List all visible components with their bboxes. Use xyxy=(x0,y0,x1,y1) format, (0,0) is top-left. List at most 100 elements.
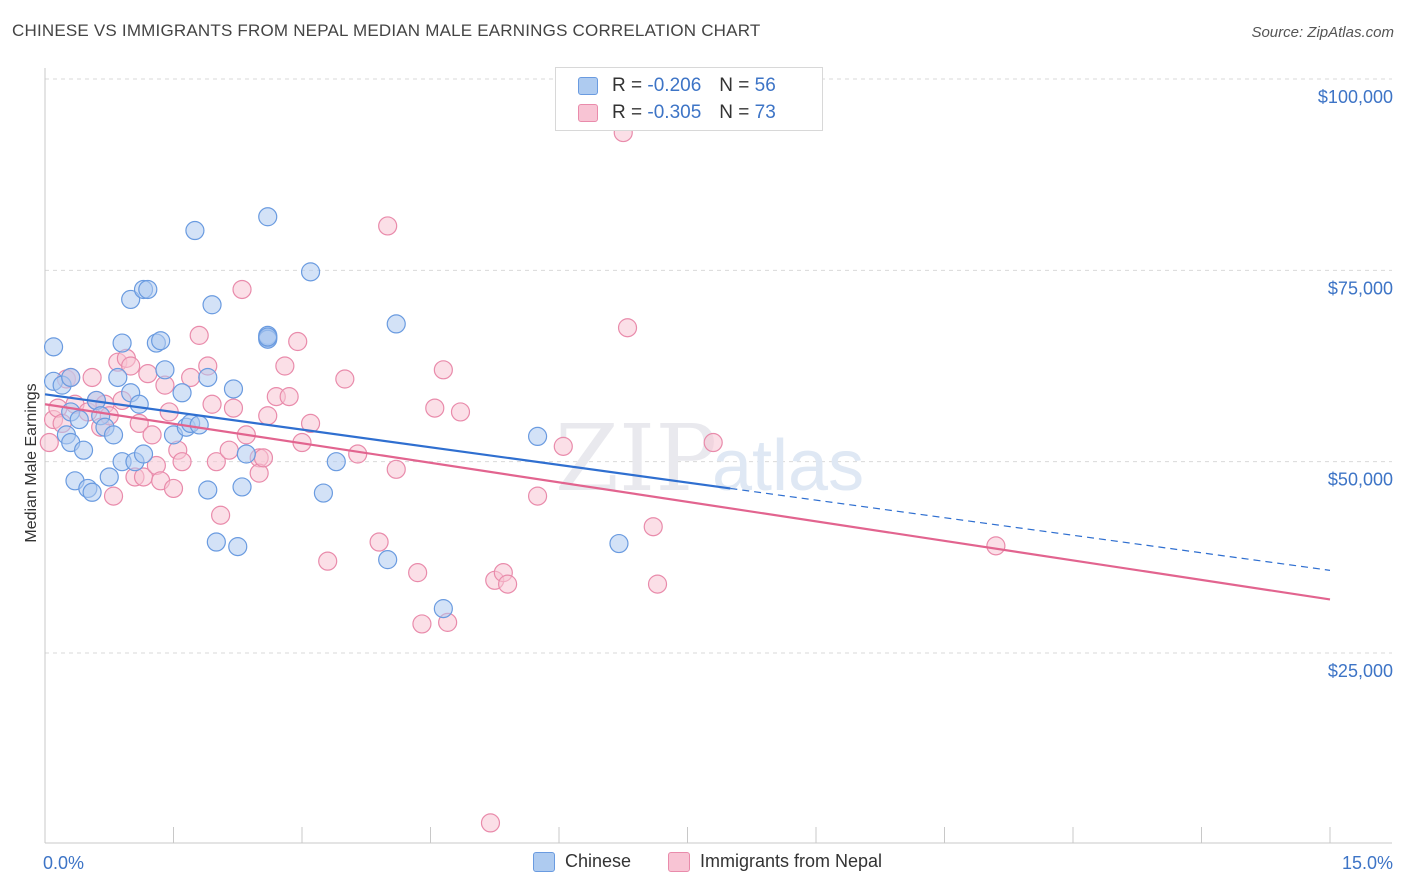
bottom-legend-label-nepal: Immigrants from Nepal xyxy=(700,851,883,871)
chinese-point xyxy=(258,207,278,227)
nepal-point xyxy=(103,486,124,506)
nepal-point xyxy=(617,318,638,338)
chinese-point xyxy=(300,262,321,282)
nepal-point xyxy=(643,517,663,537)
nepal-point xyxy=(553,436,573,456)
nepal-point xyxy=(275,356,295,376)
chinese-point xyxy=(155,360,175,380)
legend-n-value: 73 xyxy=(754,102,776,123)
chinese-point xyxy=(138,279,158,300)
chinese-point xyxy=(198,367,218,388)
chinese-point xyxy=(99,467,119,487)
chinese-trend-extension xyxy=(730,487,1331,571)
chinese-point xyxy=(108,367,128,388)
legend-r-value: -0.206 xyxy=(647,75,702,96)
nepal-point xyxy=(258,406,278,426)
chinese-point xyxy=(326,452,346,472)
chinese-point xyxy=(133,444,154,464)
legend-n-value: 56 xyxy=(754,75,776,96)
nepal-point xyxy=(39,432,59,453)
nepal-point xyxy=(163,478,184,499)
legend-n-label: N = xyxy=(719,75,750,96)
bottom-legend-label-chinese: Chinese xyxy=(565,851,632,871)
nepal-point xyxy=(386,459,406,479)
chinese-point xyxy=(313,483,334,503)
chinese-point xyxy=(223,379,244,399)
nepal-point xyxy=(425,398,445,418)
bottom-legend-chinese[interactable]: Chinese xyxy=(533,851,631,872)
chinese-point xyxy=(236,444,256,464)
chinese-point xyxy=(198,480,218,500)
legend-swatch-nepal xyxy=(578,104,598,122)
x-tick-label: 15.0% xyxy=(1342,853,1393,873)
chinese-point xyxy=(609,533,629,554)
chinese-point xyxy=(73,440,94,460)
nepal-point xyxy=(253,448,274,468)
chinese-point xyxy=(202,295,222,315)
bottom-legend-swatch-nepal xyxy=(668,851,690,872)
y-tick-label: $75,000 xyxy=(1328,278,1393,298)
nepal-point xyxy=(480,813,501,833)
nepal-point xyxy=(433,360,453,380)
nepal-point xyxy=(986,536,1006,556)
x-tick-label: 0.0% xyxy=(43,853,84,873)
y-tick-label: $100,000 xyxy=(1318,87,1393,107)
nepal-point xyxy=(450,402,471,422)
nepal-point xyxy=(348,444,368,464)
watermark-atlas: atlas xyxy=(712,426,864,506)
nepal-point xyxy=(318,551,338,571)
legend-row-chinese: R = -0.206 N = 56 xyxy=(578,73,776,99)
y-tick-label: $25,000 xyxy=(1328,661,1393,681)
y-tick-labels: $100,000 $75,000 $50,000 $25,000 xyxy=(1318,87,1393,681)
bottom-legend: Chinese Immigrants from Nepal xyxy=(0,851,1406,877)
chinese-point xyxy=(232,477,252,497)
nepal-point xyxy=(202,394,222,414)
chinese-trend-line xyxy=(44,393,731,490)
watermark: ZIP atlas xyxy=(555,405,864,512)
watermark-zip: ZIP xyxy=(555,405,717,512)
chinese-point xyxy=(61,367,81,388)
trend-lines xyxy=(44,393,1331,601)
chinese-point xyxy=(386,314,406,334)
chinese-point xyxy=(121,289,141,310)
chinese-point xyxy=(185,220,205,241)
chinese-point xyxy=(378,550,398,570)
chinese-point xyxy=(206,532,226,552)
nepal-point xyxy=(142,425,162,445)
source-credit: Source: ZipAtlas.com xyxy=(1251,24,1394,41)
nepal-point xyxy=(647,574,668,594)
legend-row-nepal: R = -0.305 N = 73 xyxy=(578,100,776,126)
chinese-point xyxy=(69,409,89,430)
series-chinese-points xyxy=(43,207,629,619)
nepal-point xyxy=(121,356,141,376)
legend-r-label: R = xyxy=(612,102,643,123)
chinese-point xyxy=(433,599,453,619)
nepal-point xyxy=(408,563,428,583)
legend-swatch-chinese xyxy=(578,77,598,95)
y-axis-label: Median Male Earnings xyxy=(23,383,40,542)
nepal-point xyxy=(138,364,158,384)
y-tick-label: $50,000 xyxy=(1328,470,1393,490)
nepal-point xyxy=(279,387,299,407)
nepal-point xyxy=(527,486,548,506)
nepal-point xyxy=(378,216,398,236)
nepal-point xyxy=(211,505,231,525)
nepal-point xyxy=(288,331,308,352)
nepal-point xyxy=(82,367,102,388)
chinese-point xyxy=(189,415,209,435)
legend-box: R = -0.206 N = 56 R = -0.305 N = 73 xyxy=(555,67,823,131)
chinese-point xyxy=(527,426,548,447)
chinese-point xyxy=(43,337,64,357)
nepal-point xyxy=(412,614,432,634)
chinese-point xyxy=(151,331,171,351)
axes xyxy=(44,68,1392,844)
nepal-point xyxy=(172,452,192,472)
x-tick-labels: 0.0% 15.0% xyxy=(43,853,1393,873)
nepal-point xyxy=(335,369,355,389)
bottom-legend-nepal[interactable]: Immigrants from Nepal xyxy=(668,851,882,872)
nepal-point xyxy=(206,452,226,472)
legend-r-label: R = xyxy=(612,75,643,96)
nepal-point xyxy=(232,279,252,300)
bottom-legend-swatch-chinese xyxy=(533,851,555,872)
